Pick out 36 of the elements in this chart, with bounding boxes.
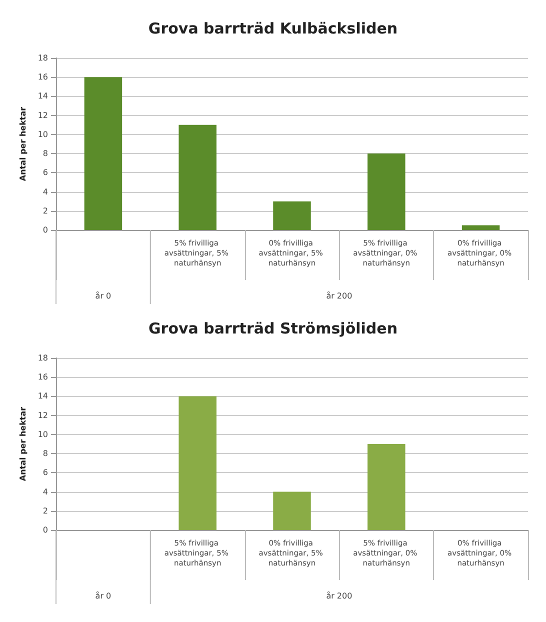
y-tick-label: 12 [38, 110, 48, 120]
chart-title: Grova barrträd Kulbäcksliden [148, 20, 398, 38]
y-tick-label: 16 [38, 372, 48, 382]
y-tick-label: 4 [42, 487, 48, 496]
y-tick-label: 16 [38, 72, 48, 82]
text: år 0 [95, 290, 112, 300]
y-tick-label: 2 [42, 506, 48, 516]
bar [178, 124, 216, 230]
y-tick-label: 18 [38, 354, 48, 362]
y-tick-label: 10 [38, 130, 48, 139]
y-tick-label: 14 [38, 92, 48, 101]
y-tick-label: 4 [42, 187, 48, 196]
chart-title: Grova barrträd Strömsjöliden [148, 320, 398, 338]
bar [368, 154, 406, 230]
y-tick-label: 6 [42, 168, 48, 178]
y-tick-label: 6 [42, 468, 48, 478]
y-tick-label: 14 [38, 392, 48, 401]
y-tick-label: 18 [38, 54, 48, 62]
text: år 0 [95, 590, 112, 600]
bar [84, 77, 122, 230]
text: år 200 [326, 590, 352, 600]
text: år 200 [326, 290, 352, 300]
y-tick-label: 2 [42, 206, 48, 216]
bar [178, 396, 216, 530]
y-tick-label: 12 [38, 410, 48, 420]
y-tick-label: 8 [42, 449, 48, 458]
y-tick-label: 0 [42, 226, 48, 234]
y-tick-label: 10 [38, 430, 48, 439]
bar [273, 201, 311, 230]
y-axis-title: Antal per hektar [18, 406, 28, 482]
bar [462, 225, 500, 230]
bar [273, 492, 311, 530]
y-tick-label: 8 [42, 149, 48, 158]
bar [368, 444, 406, 530]
y-tick-label: 0 [42, 526, 48, 534]
y-axis-title: Antal per hektar [18, 106, 28, 182]
